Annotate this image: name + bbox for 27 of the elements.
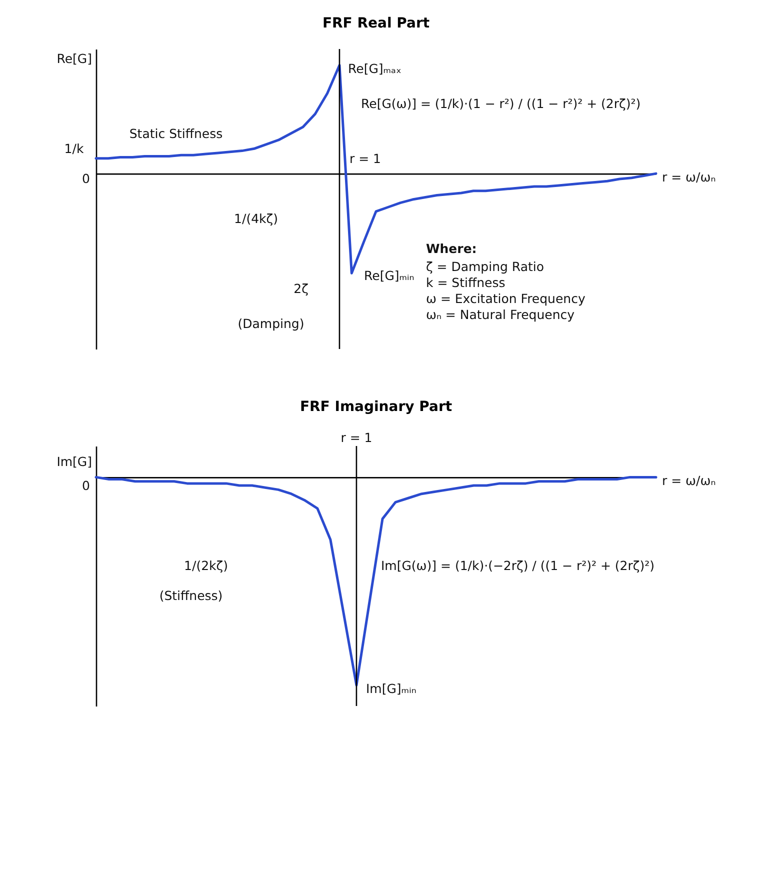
text: 0 [82, 171, 90, 186]
x-axis-title: r = ω/ωₙ [662, 170, 716, 185]
chart-title: FRF Real Part [322, 15, 430, 32]
x-axis-title: r = ω/ωₙ [662, 473, 716, 488]
annotation: Re[G]ₘᵢₙ [364, 268, 414, 283]
text: ω = Excitation Frequency [426, 291, 586, 306]
annotation: Im[G(ω)] = (1/k)·(−2rζ) / ((1 − r²)² + (2rζ)²) [381, 558, 654, 573]
text: r = 1 [349, 151, 381, 166]
y-axis-title: Re[G] [56, 51, 92, 66]
text: (Damping) [238, 316, 304, 331]
annotation: (Stiffness) [159, 588, 223, 603]
text: k = Stiffness [426, 275, 506, 290]
annotation: Re[G(ω)] = (1/k)·(1 − r²) / ((1 − r²)² + (2rζ)²) [361, 96, 641, 111]
annotation: Im[G]ₘᵢₙ [366, 681, 416, 696]
text: 0 [82, 478, 90, 493]
y-axis-title: Im[G] [56, 454, 92, 469]
text: ωₙ = Natural Frequency [426, 307, 576, 322]
annotation: 1/(4kζ) [234, 211, 278, 226]
chart-title: FRF Imaginary Part [300, 399, 452, 415]
text: 1/k [64, 141, 84, 156]
annotation: Re[G]ₘₐₓ [348, 61, 402, 76]
annotation: 1/(2kζ) [184, 558, 228, 573]
annotation: Where: [426, 241, 477, 256]
annotation: Static Stiffness [129, 126, 223, 141]
annotation: ζ = Damping Ratio [426, 259, 544, 274]
text: 2ζ [294, 281, 309, 296]
text: r = 1 [340, 430, 372, 445]
